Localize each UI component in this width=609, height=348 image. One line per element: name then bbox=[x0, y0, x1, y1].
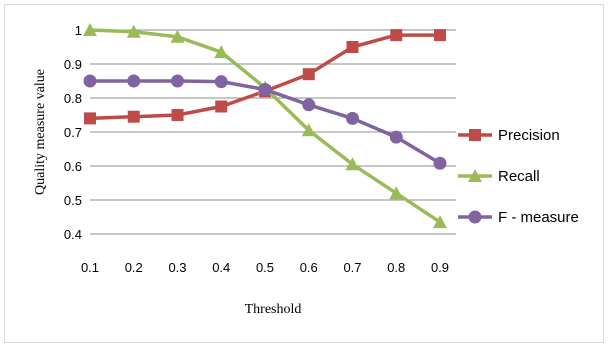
data-point bbox=[302, 68, 315, 81]
data-point bbox=[301, 123, 316, 137]
data-point bbox=[83, 23, 97, 36]
data-point bbox=[434, 29, 446, 42]
series-line bbox=[89, 28, 441, 224]
legend-label: F - measure bbox=[498, 209, 579, 226]
x-tick-label: 0.1 bbox=[81, 260, 99, 275]
x-tick-label: 0.9 bbox=[431, 260, 449, 275]
legend-marker bbox=[468, 210, 482, 224]
y-axis-label: Quality measure value bbox=[33, 69, 48, 195]
y-tick-label: 0.8 bbox=[64, 91, 82, 106]
data-point bbox=[214, 75, 228, 89]
data-point bbox=[346, 111, 359, 125]
series-f-measure bbox=[83, 74, 447, 170]
series-recall bbox=[83, 23, 447, 229]
data-point bbox=[215, 100, 228, 113]
x-tick-label: 0.8 bbox=[387, 260, 405, 275]
x-tick-label: 0.3 bbox=[168, 260, 186, 275]
data-point bbox=[346, 41, 359, 53]
legend-label: Precision bbox=[498, 127, 560, 144]
y-tick-labels: 0.4 0.5 0.6 0.7 0.8 0.9 1 bbox=[64, 23, 82, 242]
data-point bbox=[171, 74, 184, 88]
x-tick-label: 0.6 bbox=[300, 260, 318, 275]
data-point bbox=[214, 45, 229, 59]
y-tick-label: 0.5 bbox=[64, 193, 82, 208]
data-point bbox=[126, 24, 141, 38]
legend-item: F - measure bbox=[458, 209, 579, 226]
series-lines bbox=[83, 23, 447, 229]
x-tick-label: 0.7 bbox=[343, 260, 361, 275]
data-point bbox=[390, 29, 403, 42]
legend-label: Recall bbox=[498, 168, 540, 185]
chart-frame bbox=[4, 4, 604, 343]
x-tick-labels: 0.1 0.2 0.3 0.4 0.5 0.6 0.7 0.8 0.9 bbox=[81, 260, 449, 275]
legend-item: Recall bbox=[458, 168, 540, 185]
legend: Precision Recall F - measure bbox=[458, 127, 579, 226]
gridlines bbox=[90, 29, 456, 235]
y-tick-label: 0.7 bbox=[64, 125, 82, 140]
data-point bbox=[127, 74, 141, 88]
legend-marker bbox=[469, 129, 481, 141]
series-line bbox=[89, 33, 440, 121]
x-tick-label: 0.4 bbox=[212, 260, 230, 275]
data-point bbox=[389, 130, 403, 144]
legend-item: Precision bbox=[458, 127, 560, 144]
data-point bbox=[83, 74, 97, 88]
y-tick-label: 1 bbox=[75, 23, 82, 38]
x-axis-label: Threshold bbox=[245, 302, 302, 317]
data-point bbox=[433, 215, 447, 229]
data-point bbox=[84, 112, 96, 125]
y-tick-label: 0.6 bbox=[64, 159, 82, 174]
y-tick-label: 0.9 bbox=[64, 57, 82, 72]
x-tick-label: 0.2 bbox=[125, 260, 143, 275]
data-point bbox=[345, 157, 360, 171]
data-point bbox=[127, 110, 140, 123]
data-point bbox=[258, 83, 272, 96]
y-tick-label: 0.4 bbox=[64, 227, 82, 242]
data-point bbox=[170, 29, 185, 43]
data-point bbox=[389, 186, 404, 200]
data-point bbox=[433, 156, 447, 170]
data-point bbox=[302, 98, 316, 112]
legend-marker bbox=[468, 169, 482, 182]
data-point bbox=[171, 109, 184, 121]
x-tick-label: 0.5 bbox=[256, 260, 274, 275]
